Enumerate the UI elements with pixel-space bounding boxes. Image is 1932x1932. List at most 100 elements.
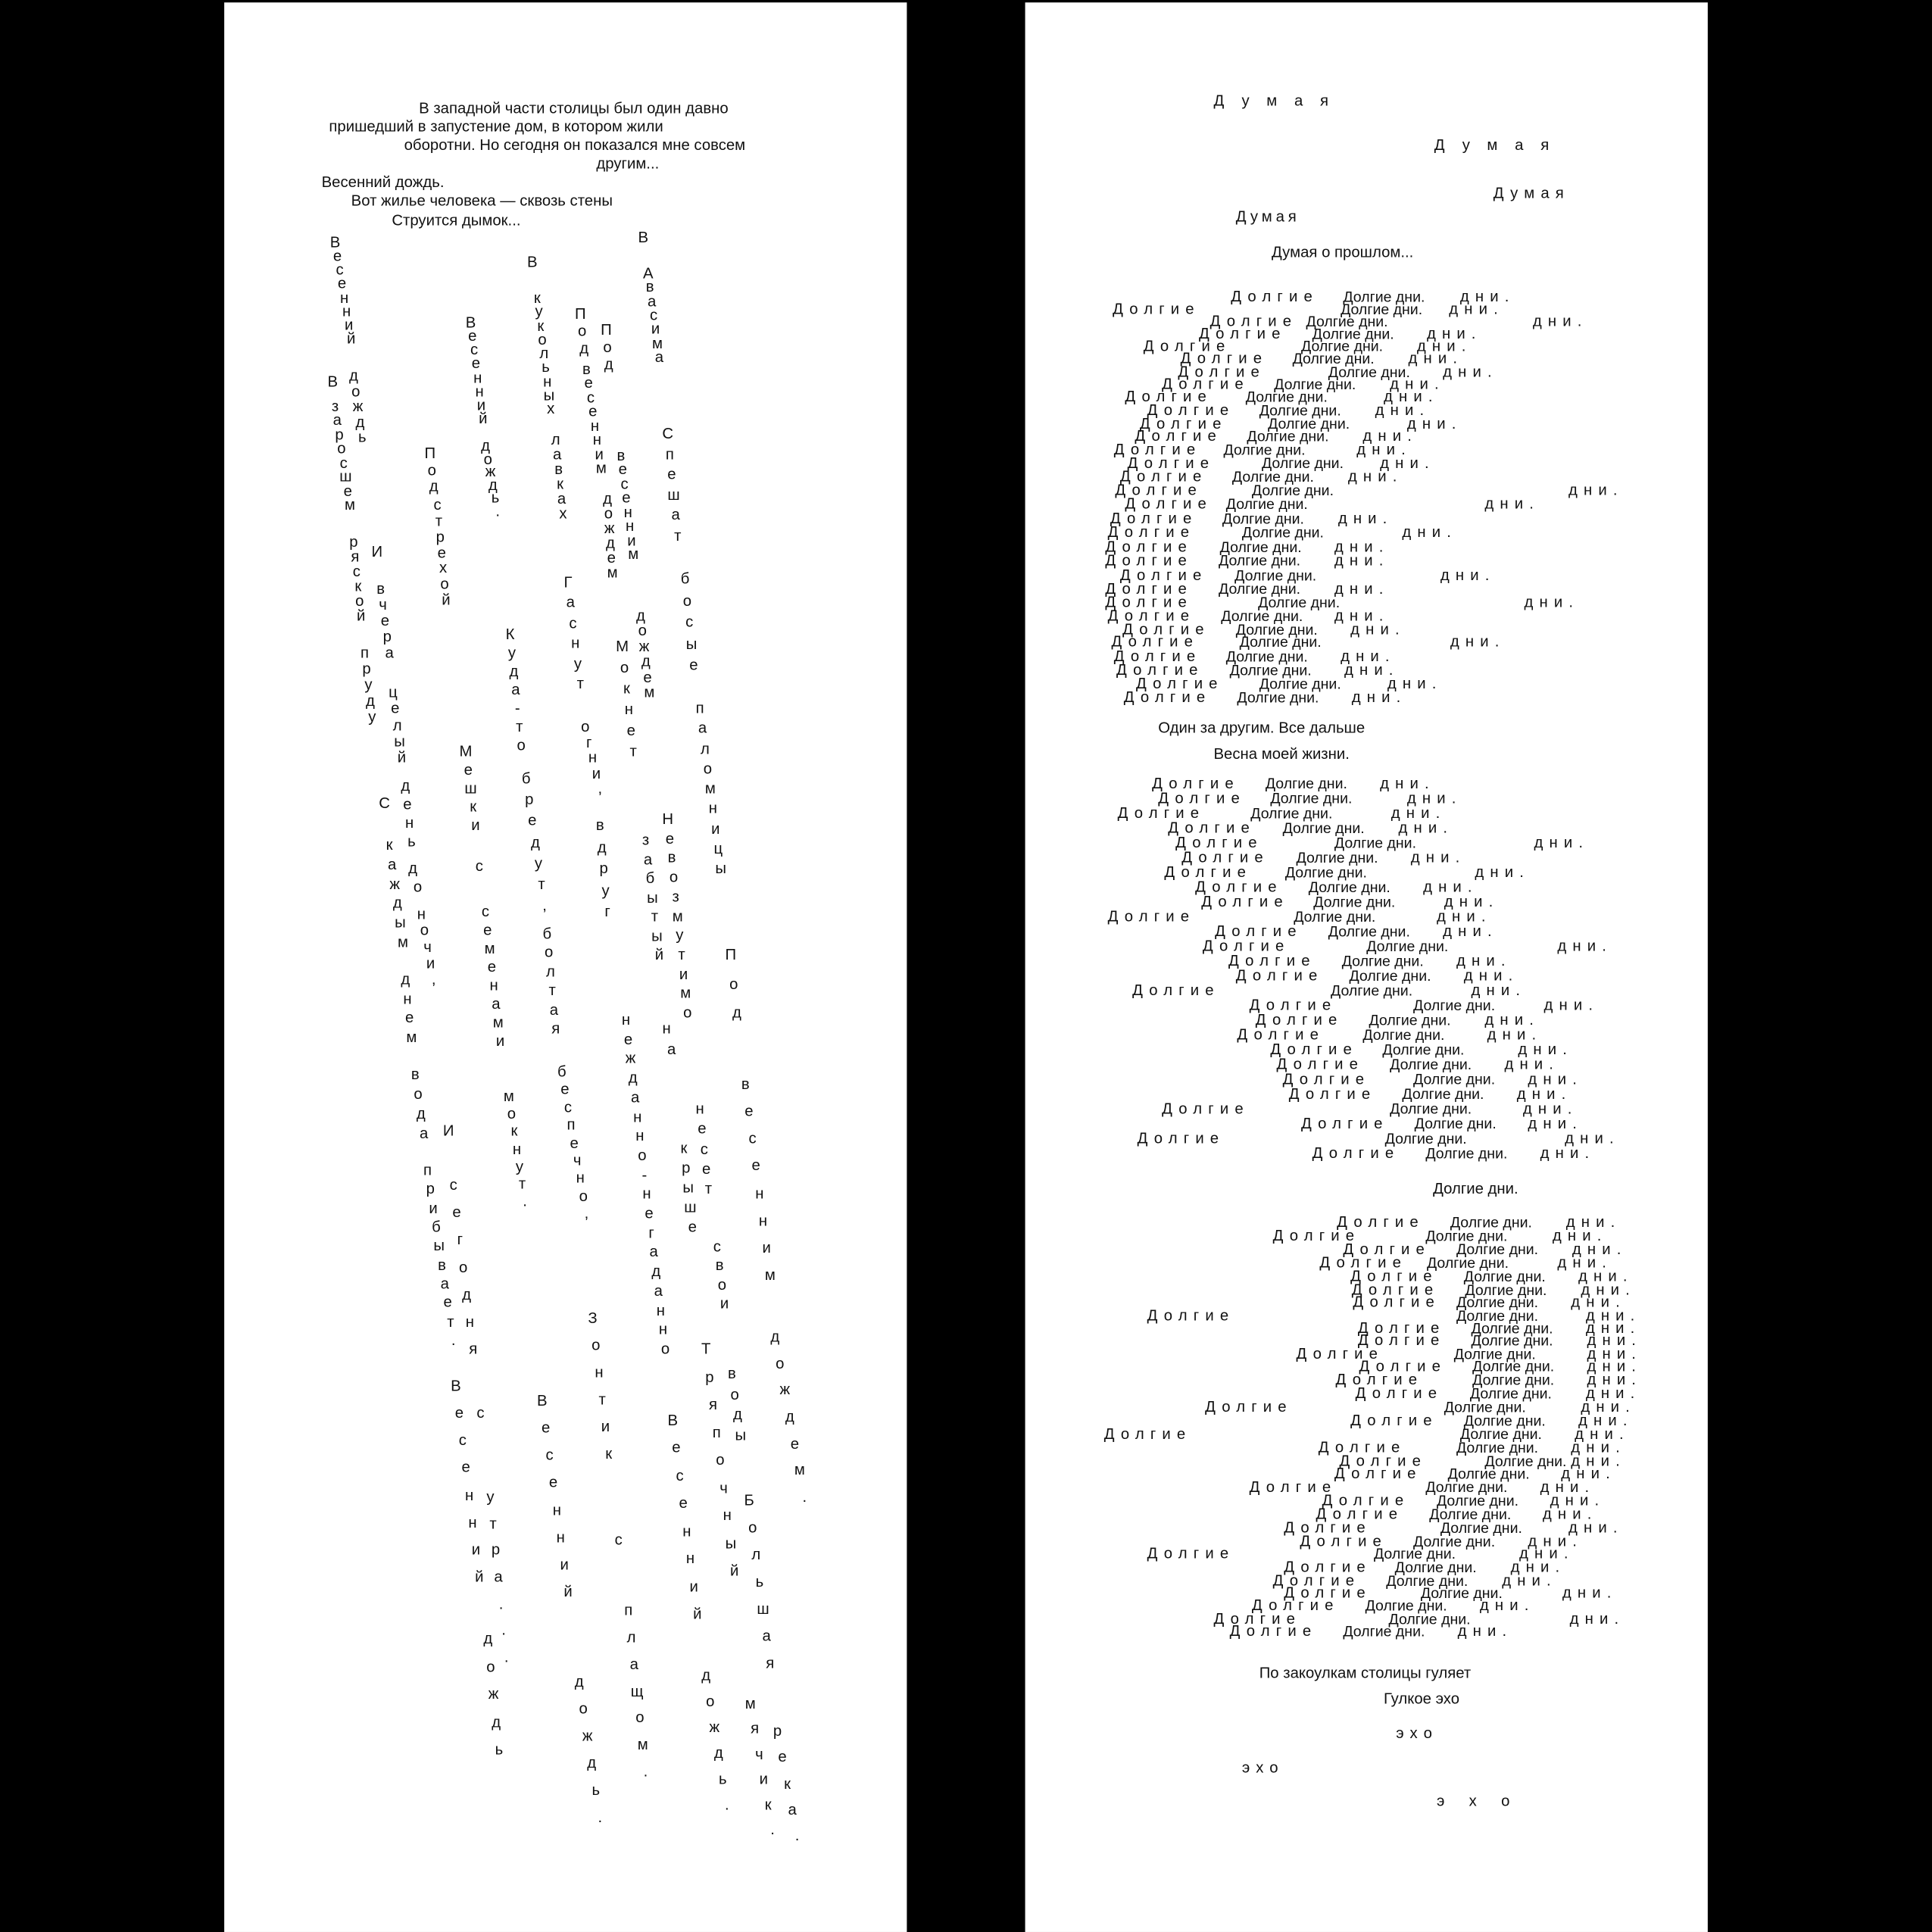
dolgie-dni: Долгие дни.: [1259, 675, 1341, 693]
falling-letter: е: [471, 354, 481, 373]
falling-letter: е: [463, 761, 473, 779]
falling-letter: н: [342, 302, 351, 320]
falling-letter: .: [498, 1594, 504, 1612]
falling-letter: к: [510, 1122, 518, 1141]
falling-letter: ш: [757, 1600, 769, 1618]
falling-letter: ш: [667, 485, 680, 504]
falling-letter: И: [442, 1122, 454, 1140]
dolgie-spaced: Долгие: [1105, 579, 1193, 598]
dolgie-spaced: Долгие: [1335, 1371, 1424, 1389]
dolgie-spaced: Долгие: [1231, 288, 1319, 306]
falling-letter: е: [790, 1434, 800, 1453]
dolgie-spaced: Долгие: [1105, 538, 1193, 556]
dni-spaced: дни.: [1387, 675, 1443, 692]
dolgie-spaced: Долгие: [1276, 1055, 1365, 1073]
falling-letter: и: [595, 445, 604, 463]
falling-letter: т: [598, 1390, 606, 1409]
falling-letter: П: [601, 321, 612, 339]
falling-letter: т: [447, 1312, 454, 1331]
falling-letter: е: [542, 1419, 551, 1437]
falling-letter: а: [667, 1041, 676, 1059]
dni-spaced: дни.: [1390, 804, 1447, 822]
dni-spaced: дни.: [1337, 510, 1394, 527]
falling-letter: в: [715, 1256, 724, 1275]
falling-letter: е: [643, 668, 652, 686]
dolgie-spaced: Долгие: [1164, 863, 1253, 881]
dolgie-spaced: Долгие: [1237, 1025, 1325, 1044]
falling-letter: а: [629, 1655, 638, 1673]
falling-letter: о: [440, 575, 449, 593]
dolgie-dni: Долгие дни.: [1250, 804, 1333, 822]
falling-letter: н: [685, 1550, 695, 1568]
falling-letter: м: [398, 933, 408, 951]
dni-spaced: дни.: [1362, 427, 1419, 445]
falling-letter: н: [755, 1184, 764, 1202]
falling-letter: и: [344, 316, 354, 334]
falling-letter: е: [626, 721, 635, 739]
falling-letter: а: [654, 1281, 663, 1300]
falling-letter: о: [544, 944, 554, 962]
falling-letter: ш: [464, 779, 477, 797]
falling-letter: н: [633, 1108, 642, 1125]
dolgie-dni: Долгие дни.: [1225, 495, 1308, 513]
falling-letter: н: [552, 1501, 561, 1518]
dni-spaced: дни.: [1550, 1491, 1606, 1509]
falling-letter: й: [442, 591, 451, 609]
falling-letter: м: [744, 1695, 756, 1712]
falling-letter: р: [382, 628, 392, 646]
dolgie-spaced: Долгие: [1229, 1622, 1318, 1640]
dni-spaced: дни.: [1578, 1267, 1634, 1285]
dolgie-dni: Долгие дни.: [1484, 1453, 1567, 1470]
falling-letter: о: [459, 1258, 468, 1276]
falling-letter: х: [547, 400, 555, 418]
falling-letter: р: [362, 660, 371, 678]
falling-letter: н: [417, 905, 426, 923]
dni-spaced: дни.: [1375, 401, 1431, 419]
falling-letter: З: [588, 1309, 598, 1327]
dolgie-spaced: Долгие: [1147, 1544, 1235, 1562]
falling-letter: а: [419, 1124, 429, 1142]
dni-spaced: дни.: [1510, 1558, 1566, 1576]
falling-letter: е: [688, 1218, 697, 1236]
falling-letter: ,: [598, 779, 603, 797]
falling-letter: е: [588, 403, 598, 420]
dni-spaced: дни.: [1543, 996, 1600, 1014]
dolgie-spaced: Долгие: [1113, 648, 1202, 666]
falling-letter: .: [504, 1648, 509, 1666]
dolgie-dni: Долгие дни.: [1420, 1584, 1503, 1602]
falling-letter: А: [642, 264, 654, 282]
dni-spaced: дни.: [1561, 1464, 1616, 1482]
falling-letter: н: [465, 1312, 475, 1331]
falling-letter: в: [582, 360, 591, 379]
falling-letter: м: [345, 496, 356, 514]
falling-letter: П: [424, 444, 436, 462]
falling-letter: к: [385, 836, 393, 854]
falling-letter: о: [620, 658, 629, 676]
falling-letter: ж: [604, 520, 615, 537]
falling-letter: б: [542, 925, 552, 943]
dolgie-spaced: Долгие: [1288, 1085, 1377, 1103]
falling-letter: ц: [713, 839, 723, 857]
falling-letter: я: [709, 1395, 718, 1413]
dolgie-dni: Долгие дни.: [1382, 1041, 1465, 1059]
falling-letter: д: [641, 653, 651, 670]
dolgie-dni: Долгие дни.: [1349, 967, 1431, 985]
dolgie-spaced: Долгие: [1249, 996, 1337, 1014]
falling-letter: П: [574, 305, 586, 323]
dolgie-dni: Долгие дни.: [1251, 482, 1334, 499]
dolgie-spaced: Долгие: [1284, 1518, 1372, 1537]
dolgie-dni: Долгие дни.: [1296, 848, 1378, 866]
falling-letter: е: [618, 460, 627, 479]
dni-spaced: дни.: [1479, 1596, 1535, 1614]
falling-letter: с: [569, 614, 577, 632]
falling-letter: у: [676, 926, 684, 944]
falling-letter: д: [603, 490, 612, 507]
falling-letter: н: [682, 1522, 691, 1540]
falling-letter: е: [584, 374, 593, 392]
falling-letter: д: [401, 777, 410, 794]
falling-letter: о: [717, 1275, 727, 1294]
falling-letter: а: [388, 855, 397, 873]
spring-line: Весна моей жизни.: [1213, 744, 1350, 763]
intro-line: другим...: [596, 154, 660, 173]
falling-letter: е: [487, 958, 497, 976]
